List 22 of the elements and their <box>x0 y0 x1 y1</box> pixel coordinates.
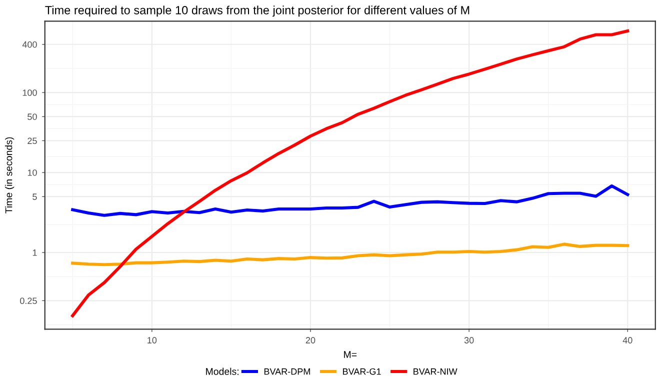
y-tick-label: 0.25 <box>20 298 37 304</box>
chart-title: Time required to sample 10 draws from the joint posterior for different values of M <box>45 6 470 17</box>
x-tick-label: 30 <box>464 337 474 344</box>
legend-title: Models: <box>206 368 238 375</box>
legend-label: BVAR-DPM <box>264 368 310 375</box>
legend-label: BVAR-NIW <box>414 368 458 375</box>
y-tick-label: 25 <box>28 138 37 144</box>
x-tick-label: 10 <box>148 337 157 344</box>
y-tick-label: 1 <box>32 250 37 256</box>
line-series <box>71 29 630 318</box>
line-series <box>71 184 630 217</box>
y-axis-title: Time (in seconds) <box>5 137 14 214</box>
x-axis-title: M= <box>344 351 357 358</box>
x-tick-label: 20 <box>306 337 316 344</box>
y-tick-label: 50 <box>28 114 37 120</box>
line-series <box>71 242 630 266</box>
y-tick-label: 5 <box>32 194 37 200</box>
x-tick-label: 40 <box>622 337 632 344</box>
y-tick-label: 100 <box>22 89 37 96</box>
y-tick-label: 10 <box>28 169 37 176</box>
y-tick-label: 400 <box>22 41 37 48</box>
legend-label: BVAR-G1 <box>343 368 381 375</box>
